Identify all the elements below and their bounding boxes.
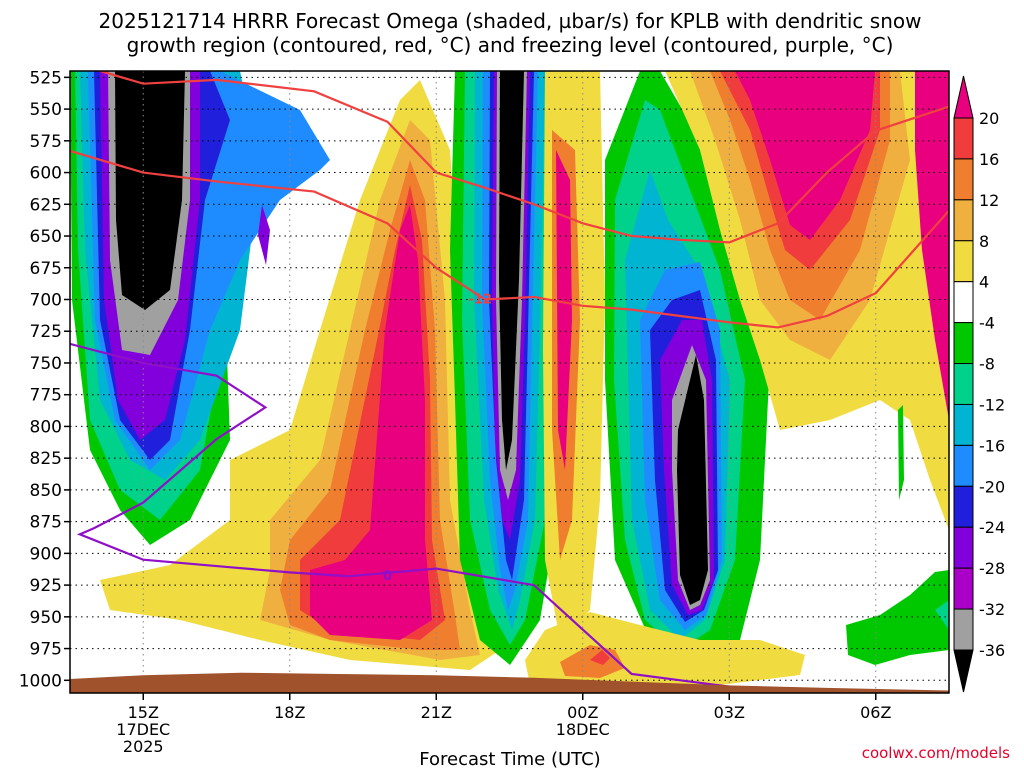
chart-title-line1: 2025121714 HRRR Forecast Omega (shaded, … xyxy=(99,9,922,33)
y-tick-label: 700 xyxy=(30,290,62,310)
y-tick-label: 975 xyxy=(30,640,62,660)
omega-fill-bottom-red xyxy=(590,650,610,665)
y-tick-label: 750 xyxy=(30,354,62,374)
colorbar-box xyxy=(953,526,974,569)
colorbar-label: -16 xyxy=(979,436,1005,455)
dgz-contour-minus12 xyxy=(70,149,949,329)
colorbar-box xyxy=(953,403,974,446)
colorbar-label: 16 xyxy=(979,150,999,169)
x-tick-label: 00Z xyxy=(567,703,598,722)
colorbar-label: 12 xyxy=(979,191,999,210)
y-tick-label: 825 xyxy=(30,449,62,469)
y-tick-label: 525 xyxy=(30,68,62,88)
colorbar-box xyxy=(953,117,974,160)
colorbar-box xyxy=(953,281,974,324)
y-tick-label: 875 xyxy=(30,513,62,533)
colorbar-box xyxy=(953,322,974,365)
y-tick-label: 900 xyxy=(30,544,62,564)
colorbar-label: -24 xyxy=(979,518,1005,537)
omega-fill-right-black xyxy=(677,355,708,605)
colorbar-box xyxy=(953,363,974,405)
ground-fill xyxy=(70,672,949,693)
freezing-level-label: 0 xyxy=(383,569,392,584)
omega-fill-small-green xyxy=(898,405,904,500)
x-axis-label: Forecast Time (UTC) xyxy=(419,749,600,768)
y-tick-label: 550 xyxy=(30,100,62,120)
colorbar-box xyxy=(953,158,974,201)
x-tick-label: 21Z xyxy=(421,703,452,722)
y-tick-label: 800 xyxy=(30,417,62,437)
x-tick-label: 17DEC xyxy=(116,720,170,739)
colorbar-label: -20 xyxy=(979,477,1005,496)
colorbar-label: -32 xyxy=(979,600,1005,619)
contour-lines: -12 0 xyxy=(70,71,949,688)
y-tick-label: 1000 xyxy=(19,671,62,691)
y-tick-label: 925 xyxy=(30,576,62,596)
colorbar-arrow-top xyxy=(953,75,974,119)
colorbar-label: -4 xyxy=(979,314,995,333)
x-tick-label: 15Z xyxy=(128,703,159,722)
omega-fill-mid2-pink xyxy=(556,150,572,470)
grid-lines xyxy=(70,71,949,693)
colorbar-label: 4 xyxy=(979,273,989,292)
y-tick-label: 675 xyxy=(30,259,62,279)
x-tick-label: 2025 xyxy=(123,737,164,756)
colorbar: 20 16 12 8 4 -4 -8 -12 -16 -20 -24 -28 -32 -36 xyxy=(953,75,1005,693)
colorbar-label: -36 xyxy=(979,641,1005,660)
colorbar-label: -12 xyxy=(979,395,1005,414)
omega-fill-lr-teal xyxy=(935,600,949,630)
omega-fill-mini-purple xyxy=(258,205,270,265)
colorbar-box xyxy=(953,199,974,242)
omega-fill-center-pink xyxy=(310,205,432,640)
x-tick-label: 18DEC xyxy=(556,720,610,739)
colorbar-label: -8 xyxy=(979,355,995,374)
omega-fill-mid-black xyxy=(499,71,524,470)
y-tick-label: 775 xyxy=(30,386,62,406)
y-tick-label: 650 xyxy=(30,227,62,247)
y-tick-label: 600 xyxy=(30,164,62,184)
dgz-contour-upper xyxy=(96,71,949,244)
colorbar-label: 20 xyxy=(979,109,999,128)
y-tick-label: 950 xyxy=(30,608,62,628)
colorbar-box xyxy=(953,240,974,283)
x-tick-label: 18Z xyxy=(274,703,305,722)
plot-frame xyxy=(69,70,950,694)
y-axis: 525 550 575 600 625 650 675 700 725 750 775 800 825 8… xyxy=(19,68,70,691)
ground-layer xyxy=(70,672,949,693)
omega-fill-lr-green xyxy=(846,570,949,665)
colorbar-arrow-bottom xyxy=(953,649,974,693)
colorbar-box xyxy=(953,485,974,528)
colorbar-box xyxy=(953,444,974,487)
y-tick-label: 625 xyxy=(30,195,62,215)
dgz-contour-label: -12 xyxy=(468,292,492,307)
credit-text: coolwx.com/models xyxy=(862,744,1010,762)
colorbar-box xyxy=(953,567,974,610)
x-tick-label: 03Z xyxy=(714,703,745,722)
colorbar-label: 8 xyxy=(979,232,989,251)
omega-fill-left-black xyxy=(115,71,185,310)
y-tick-label: 725 xyxy=(30,322,62,342)
y-tick-label: 850 xyxy=(30,481,62,501)
freezing-level-contour xyxy=(70,342,730,688)
y-tick-label: 575 xyxy=(30,132,62,152)
colorbar-box xyxy=(953,608,974,651)
chart-title-line2: growth region (contoured, red, °C) and f… xyxy=(127,33,894,57)
x-tick-label: 06Z xyxy=(860,703,891,722)
omega-fill-far-right-pink xyxy=(915,71,949,420)
colorbar-label: -28 xyxy=(979,559,1005,578)
omega-fill-ur-pink xyxy=(735,71,875,240)
plot-area xyxy=(70,71,949,693)
